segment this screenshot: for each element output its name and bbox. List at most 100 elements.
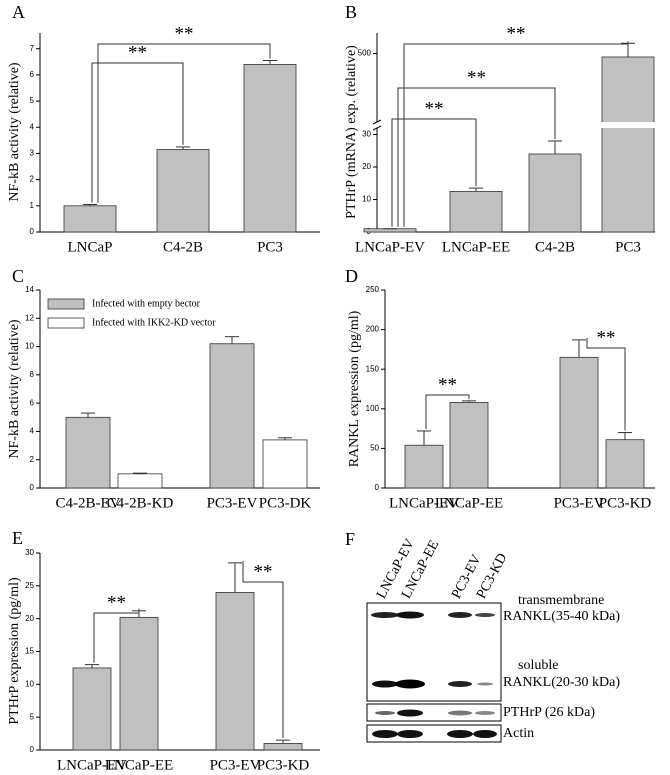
x-tick-label: LNCaP-EV <box>355 239 425 255</box>
x-tick-label: LNCaP-EE <box>442 239 510 255</box>
band-label: RANKL(35-40 kDa) <box>503 609 620 624</box>
y-tick-label: 6 <box>30 70 35 79</box>
panel-letter: C <box>12 266 24 286</box>
y-tick-label: 4 <box>30 427 35 436</box>
x-tick-label: LNCaP-EV <box>57 757 127 773</box>
y-tick-label: 4 <box>30 122 35 131</box>
y-tick-label: 500 <box>358 49 372 58</box>
x-tick-label: PC3-EV <box>207 495 258 511</box>
bar <box>601 56 655 233</box>
bracket <box>391 118 477 227</box>
axis-break <box>372 119 382 125</box>
annotation: ** <box>107 592 126 613</box>
bar <box>63 205 117 233</box>
bracket <box>242 560 284 739</box>
legend-swatch <box>47 298 85 310</box>
annotation: ** <box>597 327 616 348</box>
bar <box>559 356 599 489</box>
blot-frame <box>366 703 502 722</box>
bar <box>215 592 255 751</box>
band <box>447 730 473 738</box>
annotation: ** <box>507 23 526 44</box>
band <box>396 611 424 619</box>
y-tick-label: 30 <box>362 130 371 139</box>
x-tick-label: PC3-DK <box>259 495 312 511</box>
band-label: RANKL(20-30 kDa) <box>503 675 620 690</box>
y-tick-label: 10 <box>362 195 371 204</box>
band <box>371 612 399 618</box>
y-tick-label: 0 <box>30 745 35 754</box>
y-tick-label: 25 <box>25 581 34 590</box>
band <box>473 730 497 738</box>
x-tick-label: PC3-KD <box>599 495 652 511</box>
bracket <box>97 43 271 203</box>
bar <box>449 402 489 489</box>
band <box>397 709 423 717</box>
y-axis-title: NF-kB activity (relative) <box>7 319 22 459</box>
band <box>372 730 398 738</box>
bar <box>605 439 645 489</box>
x-tick-label: C4-2B-EV <box>56 495 121 511</box>
blot-frame <box>366 724 502 743</box>
band <box>448 710 472 716</box>
x-tick-label: PC3-EV <box>210 757 261 773</box>
bar <box>209 343 255 489</box>
y-tick-label: 0 <box>375 483 380 492</box>
bar <box>404 444 444 489</box>
legend-label: Infected with empty bector <box>92 298 201 309</box>
y-tick-label: 15 <box>25 647 34 656</box>
bar <box>243 64 297 233</box>
panel-letter: A <box>12 2 25 22</box>
panel-letter: F <box>345 529 355 549</box>
y-tick-label: 8 <box>30 370 35 379</box>
bracket <box>425 394 470 429</box>
annotation: ** <box>467 67 486 88</box>
y-tick-label: 150 <box>366 364 380 373</box>
y-tick-label: 50 <box>370 444 379 453</box>
band <box>475 613 495 617</box>
x-tick-label: PC3 <box>257 239 283 255</box>
panel-letter: D <box>345 266 358 286</box>
x-tick-label: LNCaP-EE <box>435 495 503 511</box>
bracket <box>93 608 140 663</box>
bracket <box>397 87 556 227</box>
x-tick-label: LNCaP <box>68 239 113 255</box>
x-tick-label: PC3-EV <box>554 495 605 511</box>
y-tick-label: 30 <box>25 548 34 557</box>
x-tick-label: C4-2B <box>535 239 575 255</box>
y-tick-label: 7 <box>30 44 35 53</box>
x-tick-label: LNCaP-EE <box>105 757 173 773</box>
bracket <box>586 337 626 431</box>
legend-label: Infected with IKK2-KD vector <box>92 317 216 328</box>
band <box>397 730 423 738</box>
blot <box>366 602 502 743</box>
bar <box>65 416 111 489</box>
annotation: ** <box>425 98 444 119</box>
y-axis-title: RANKL expression (pg/ml) <box>347 310 362 467</box>
y-tick-label: 0 <box>30 483 35 492</box>
bracket <box>91 62 184 203</box>
band <box>395 679 425 689</box>
band-label: soluble <box>518 658 558 673</box>
band <box>375 711 395 715</box>
y-tick-label: 10 <box>25 679 34 688</box>
annotation: ** <box>254 561 273 582</box>
y-tick-label: 1 <box>30 201 35 210</box>
annotation: ** <box>128 42 147 63</box>
y-tick-label: 10 <box>25 342 34 351</box>
y-tick-label: 200 <box>366 325 380 334</box>
bar <box>528 153 582 233</box>
bar <box>117 473 163 489</box>
y-axis-title: PTHrP (mRNA) exp. (relative) <box>344 45 359 219</box>
break-gap <box>601 122 655 128</box>
y-axis-title: PTHrP expression (pg/ml) <box>7 577 22 725</box>
x-tick-label: PC3 <box>615 239 641 255</box>
y-tick-label: 100 <box>366 404 380 413</box>
y-axis-title: NF-kB activity (relative) <box>7 62 22 202</box>
y-tick-label: 14 <box>25 285 34 294</box>
legend-swatch <box>47 317 85 329</box>
y-tick-label: 20 <box>25 614 34 623</box>
bar <box>263 743 303 751</box>
y-tick-label: 250 <box>366 285 380 294</box>
